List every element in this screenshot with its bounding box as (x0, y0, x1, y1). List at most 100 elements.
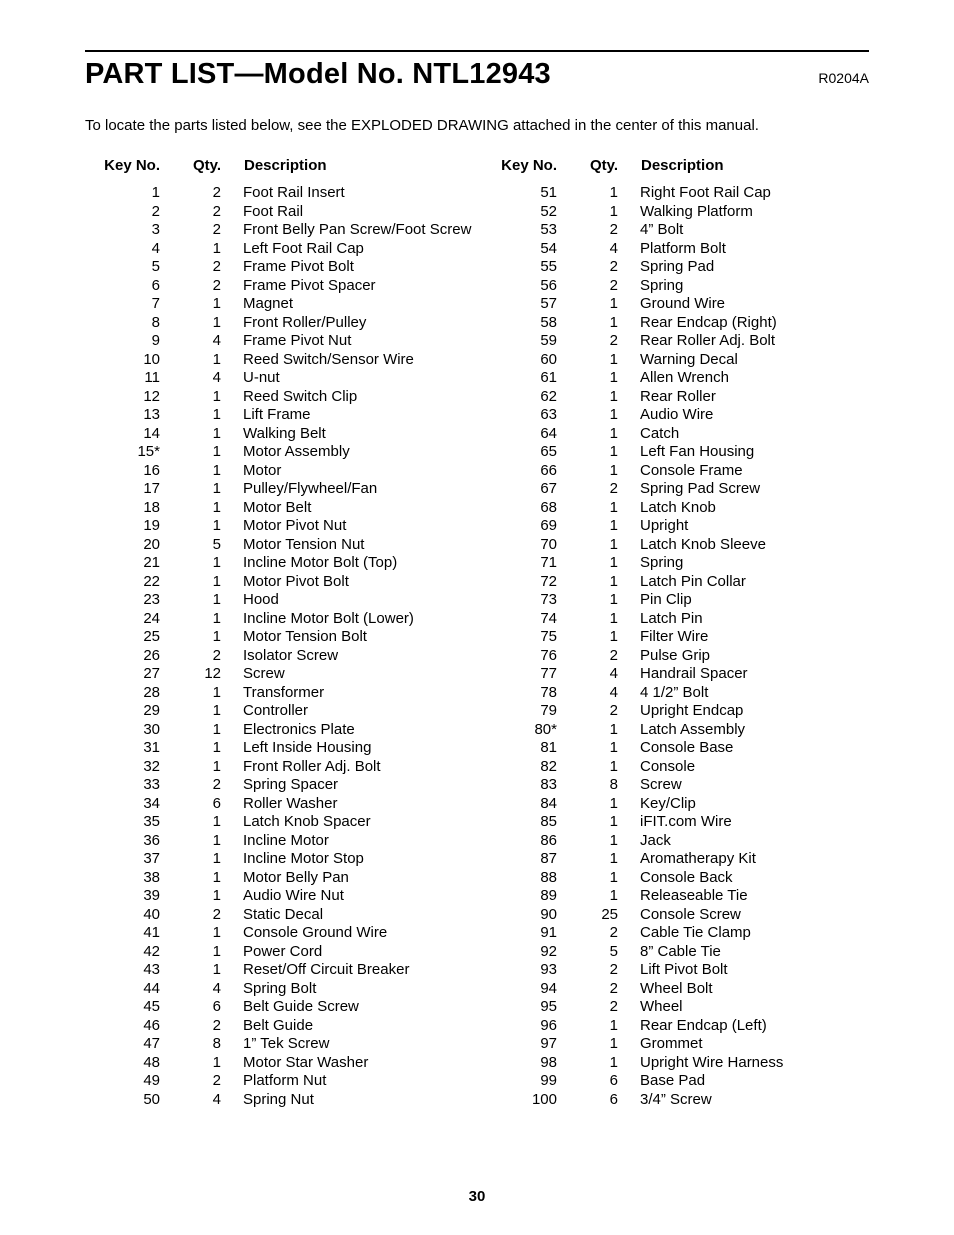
cell-qty: 2 (571, 702, 640, 721)
table-row: 251Motor Tension Bolt (85, 628, 472, 647)
cell-desc: Right Foot Rail Cap (640, 184, 869, 203)
cell-qty: 1 (174, 351, 243, 370)
cell-desc: Left Inside Housing (243, 739, 472, 758)
cell-qty: 1 (571, 203, 640, 222)
cell-key: 50 (85, 1091, 174, 1110)
cell-desc: Latch Pin Collar (640, 573, 869, 592)
cell-qty: 8 (174, 1035, 243, 1054)
table-row: 891Releaseable Tie (482, 887, 869, 906)
table-row: 4781” Tek Screw (85, 1035, 472, 1054)
cell-desc: Latch Assembly (640, 721, 869, 740)
cell-key: 18 (85, 499, 174, 518)
cell-qty: 1 (174, 554, 243, 573)
cell-key: 85 (482, 813, 571, 832)
table-row: 114U-nut (85, 369, 472, 388)
cell-key: 21 (85, 554, 174, 573)
table-row: 15*1Motor Assembly (85, 443, 472, 462)
cell-qty: 2 (571, 221, 640, 240)
cell-desc: Screw (243, 665, 472, 684)
cell-key: 36 (85, 832, 174, 851)
cell-qty: 1 (571, 499, 640, 518)
cell-qty: 1 (174, 628, 243, 647)
cell-key: 6 (85, 277, 174, 296)
table-row: 241Incline Motor Bolt (Lower) (85, 610, 472, 629)
table-row: 841Key/Clip (482, 795, 869, 814)
cell-desc: Lift Pivot Bolt (640, 961, 869, 980)
header-row: PART LIST—Model No. NTL12943 R0204A (85, 58, 869, 91)
cell-key: 77 (482, 665, 571, 684)
cell-key: 43 (85, 961, 174, 980)
cell-qty: 4 (571, 665, 640, 684)
cell-qty: 1 (571, 388, 640, 407)
cell-qty: 2 (571, 924, 640, 943)
table-row: 121Reed Switch Clip (85, 388, 472, 407)
cell-key: 41 (85, 924, 174, 943)
cell-qty: 1 (571, 1035, 640, 1054)
cell-qty: 1 (571, 425, 640, 444)
cell-desc: 8” Cable Tie (640, 943, 869, 962)
cell-desc: Base Pad (640, 1072, 869, 1091)
table-row: 932Lift Pivot Bolt (482, 961, 869, 980)
cell-key: 74 (482, 610, 571, 629)
cell-desc: Transformer (243, 684, 472, 703)
table-row: 80*1Latch Assembly (482, 721, 869, 740)
cell-qty: 1 (571, 628, 640, 647)
cell-key: 97 (482, 1035, 571, 1054)
cell-qty: 1 (174, 443, 243, 462)
table-row: 871Aromatherapy Kit (482, 850, 869, 869)
cell-desc: Wheel Bolt (640, 980, 869, 999)
cell-desc: Left Foot Rail Cap (243, 240, 472, 259)
table-row: 861Jack (482, 832, 869, 851)
cell-key: 27 (85, 665, 174, 684)
cell-desc: Audio Wire Nut (243, 887, 472, 906)
cell-qty: 6 (174, 998, 243, 1017)
cell-qty: 1 (571, 369, 640, 388)
cell-qty: 1 (174, 850, 243, 869)
cell-desc: Latch Knob Spacer (243, 813, 472, 832)
cell-qty: 1 (571, 406, 640, 425)
cell-key: 64 (482, 425, 571, 444)
table-row: 311Left Inside Housing (85, 739, 472, 758)
table-row: 9258” Cable Tie (482, 943, 869, 962)
cell-desc: Rear Endcap (Left) (640, 1017, 869, 1036)
cell-desc: Magnet (243, 295, 472, 314)
cell-key: 26 (85, 647, 174, 666)
cell-key: 54 (482, 240, 571, 259)
table-row: 711Spring (482, 554, 869, 573)
cell-key: 14 (85, 425, 174, 444)
table-row: 431Reset/Off Circuit Breaker (85, 961, 472, 980)
cell-qty: 4 (571, 684, 640, 703)
cell-key: 24 (85, 610, 174, 629)
cell-key: 29 (85, 702, 174, 721)
cell-key: 55 (482, 258, 571, 277)
cell-qty: 2 (571, 277, 640, 296)
table-row: 851iFIT.com Wire (482, 813, 869, 832)
cell-desc: Foot Rail Insert (243, 184, 472, 203)
table-row: 641Catch (482, 425, 869, 444)
table-row: 661Console Frame (482, 462, 869, 481)
header-divider (85, 50, 869, 52)
table-row: 191Motor Pivot Nut (85, 517, 472, 536)
cell-qty: 1 (571, 1054, 640, 1073)
cell-qty: 2 (174, 906, 243, 925)
cell-key: 83 (482, 776, 571, 795)
cell-qty: 2 (174, 1017, 243, 1036)
table-row: 651Left Fan Housing (482, 443, 869, 462)
table-row: 731Pin Clip (482, 591, 869, 610)
cell-key: 2 (85, 203, 174, 222)
table-row: 10063/4” Screw (482, 1091, 869, 1110)
table-row: 71Magnet (85, 295, 472, 314)
cell-desc: Incline Motor Stop (243, 850, 472, 869)
table-row: 101Reed Switch/Sensor Wire (85, 351, 472, 370)
cell-key: 9 (85, 332, 174, 351)
right-column: Key No. Qty. Description 511Right Foot R… (482, 156, 869, 1109)
cell-qty: 1 (571, 832, 640, 851)
table-row: 12Foot Rail Insert (85, 184, 472, 203)
cell-desc: Cable Tie Clamp (640, 924, 869, 943)
cell-qty: 1 (174, 702, 243, 721)
cell-qty: 1 (174, 499, 243, 518)
cell-qty: 2 (571, 647, 640, 666)
cell-desc: Latch Knob Sleeve (640, 536, 869, 555)
table-row: 131Lift Frame (85, 406, 472, 425)
table-row: 161Motor (85, 462, 472, 481)
